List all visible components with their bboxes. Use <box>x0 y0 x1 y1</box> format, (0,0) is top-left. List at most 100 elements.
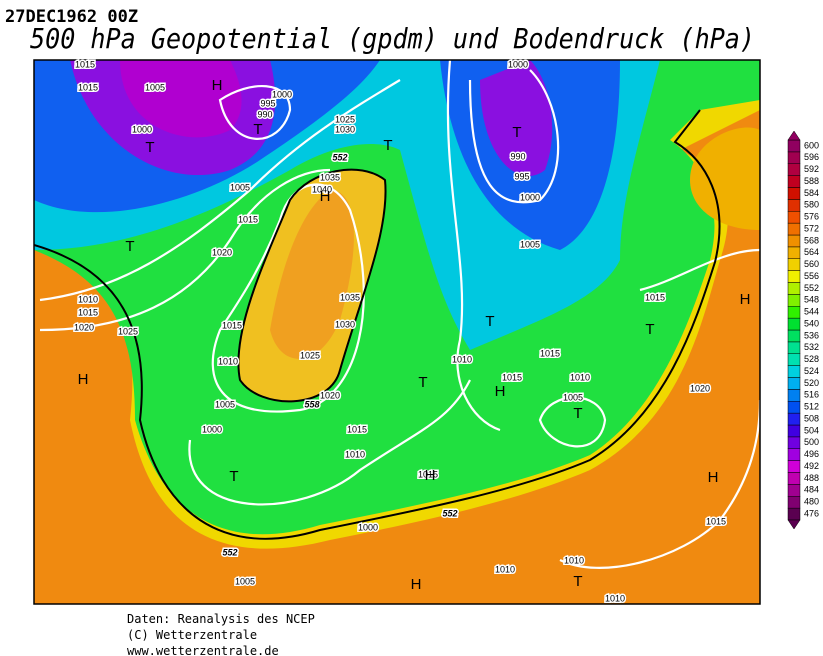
colorbar-swatch <box>787 246 801 259</box>
isobar <box>468 69 560 204</box>
colorbar-swatch <box>787 187 801 200</box>
isobar <box>218 84 292 140</box>
colorbar-swatch <box>787 496 801 509</box>
footer: Daten: Reanalysis des NCEP (C) Wetterzen… <box>127 612 315 656</box>
isobar <box>639 248 760 292</box>
pressure-label: 1000 <box>520 192 540 202</box>
pressure-center: H <box>411 576 422 593</box>
pressure-label: 1020 <box>212 247 232 257</box>
colorbar-label: 592 <box>804 164 819 174</box>
pressure-label: 1000 <box>202 424 222 434</box>
pressure-center: T <box>125 238 134 255</box>
colorbar-swatch <box>787 353 801 366</box>
pressure-center: H <box>708 469 719 486</box>
pressure-label: 1020 <box>74 322 94 332</box>
colorbar-label: 532 <box>804 342 819 352</box>
pressure-center: T <box>645 321 654 338</box>
field-magenta <box>120 60 242 138</box>
colorbar-label: 584 <box>804 188 819 198</box>
pressure-label: 1015 <box>75 59 95 69</box>
pressure-label: 1015 <box>645 292 665 302</box>
pressure-label: 1005 <box>145 82 165 92</box>
pressure-label: 1015 <box>502 372 522 382</box>
pressure-label: 1005 <box>215 399 235 409</box>
pressure-label: 1005 <box>230 182 250 192</box>
colorbar-swatch <box>787 460 801 473</box>
colorbar-swatch <box>787 448 801 461</box>
pressure-label: 1010 <box>605 593 625 603</box>
ridge-core <box>270 190 354 359</box>
colorbar-label: 500 <box>804 437 819 447</box>
map-frame <box>33 59 761 605</box>
colorbar-label: 516 <box>804 390 819 400</box>
colorbar-label: 548 <box>804 295 819 305</box>
colorbar-bottom <box>787 519 801 530</box>
colorbar-label: 588 <box>804 176 819 186</box>
colorbar-label: 488 <box>804 473 819 483</box>
pressure-center: T <box>573 405 582 422</box>
colorbar-swatch <box>787 317 801 331</box>
pressure-label: 1010 <box>78 294 98 304</box>
colorbar-label: 596 <box>804 152 819 162</box>
colorbar-swatch <box>787 329 801 343</box>
colorbar-swatch <box>787 389 801 402</box>
colorbar-label: 600 <box>804 140 819 150</box>
pressure-label: 1010 <box>218 356 238 366</box>
contour-558 <box>237 168 387 403</box>
pressure-center: T <box>573 573 582 590</box>
colorbar-swatch <box>787 341 801 354</box>
pressure-label: 1030 <box>335 319 355 329</box>
pressure-center: T <box>229 468 238 485</box>
colorbar-swatch <box>787 507 801 521</box>
isobar <box>446 60 501 432</box>
colorbar-label: 496 <box>804 449 819 459</box>
footer-line: Daten: Reanalysis des NCEP <box>127 612 315 626</box>
isobar <box>211 183 365 413</box>
pressure-center: H <box>78 371 89 388</box>
colorbar-label: 544 <box>804 307 819 317</box>
footer-line: (C) Wetterzentrale <box>127 628 257 642</box>
colorbar-label: 484 <box>804 485 819 495</box>
pressure-label: 1015 <box>706 516 726 526</box>
colorbar-top <box>787 130 801 141</box>
footer-line: www.wetterzentrale.de <box>127 644 279 656</box>
pressure-label: 1000 <box>358 522 378 532</box>
colorbar-swatch <box>787 412 801 426</box>
pressure-center: H <box>425 467 436 484</box>
contour-552 <box>34 109 721 540</box>
pressure-label: 1000 <box>272 89 292 99</box>
pressure-center: T <box>383 137 392 154</box>
colorbar-swatch <box>787 163 801 176</box>
pressure-label: 1015 <box>418 469 438 479</box>
pressure-center: T <box>418 374 427 391</box>
pressure-label: 1020 <box>690 383 710 393</box>
colorbar-swatch <box>787 258 801 271</box>
pressure-center: T <box>512 124 521 141</box>
colorbar-swatch <box>787 199 801 212</box>
height-label: 552 <box>332 152 347 162</box>
title: 500 hPa Geopotential (gpdm) und Bodendru… <box>30 22 755 55</box>
pressure-label: 1035 <box>320 172 340 182</box>
pressure-label: 1035 <box>340 292 360 302</box>
colorbar-swatch <box>787 175 801 188</box>
colorbar-swatch <box>787 401 801 414</box>
colorbar-label: 564 <box>804 247 819 257</box>
pressure-label: 1015 <box>540 348 560 358</box>
isobar <box>39 168 331 332</box>
colorbar-swatch <box>787 234 801 248</box>
colorbar-label: 580 <box>804 200 819 210</box>
colorbar-label: 556 <box>804 271 819 281</box>
height-label: 552 <box>222 547 237 557</box>
colorbar-label: 568 <box>804 235 819 245</box>
colorbar-label: 524 <box>804 366 819 376</box>
pressure-label: 1015 <box>347 424 367 434</box>
height-label: 558 <box>304 399 319 409</box>
pressure-label: 1020 <box>320 390 340 400</box>
isobar <box>538 396 607 448</box>
colorbar-swatch <box>787 436 801 449</box>
colorbar-label: 476 <box>804 508 819 518</box>
pressure-label: 1040 <box>312 184 332 194</box>
colorbar-swatch <box>787 472 801 485</box>
pressure-label: 1010 <box>452 354 472 364</box>
